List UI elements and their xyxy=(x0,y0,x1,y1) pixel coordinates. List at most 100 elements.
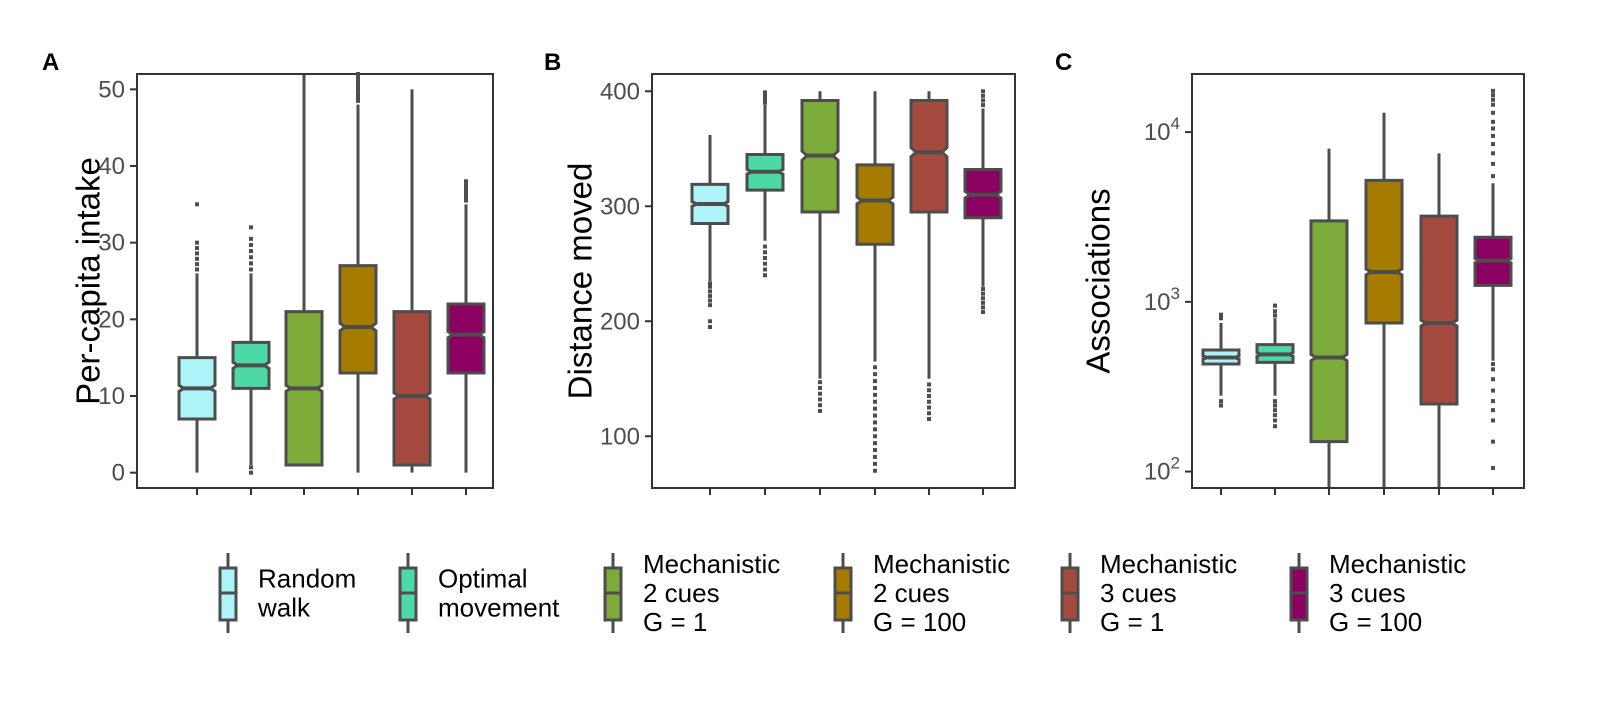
legend-label: 2 cues xyxy=(873,578,950,608)
y-tick-label: 104 xyxy=(1144,114,1180,146)
y-tick-label: 40 xyxy=(98,153,125,180)
box xyxy=(338,264,378,375)
panel-tag: B xyxy=(544,49,561,76)
outlier-point xyxy=(763,273,767,278)
outlier-point xyxy=(763,250,767,255)
outlier-point xyxy=(873,385,877,390)
boxplot-1 xyxy=(1201,312,1241,408)
legend-label: 3 cues xyxy=(1100,578,1177,608)
y-tick-label: 0 xyxy=(112,460,125,487)
outlier-point xyxy=(356,79,360,84)
y-tick-label: 400 xyxy=(600,78,640,105)
boxplot-3 xyxy=(284,75,324,467)
outlier-point xyxy=(927,388,931,393)
outlier-point xyxy=(249,225,253,230)
outlier-point xyxy=(981,300,985,305)
outlier-point xyxy=(708,284,712,289)
outlier-point xyxy=(464,198,468,203)
y-tick-label: 20 xyxy=(98,306,125,333)
outlier-point xyxy=(763,256,767,260)
outlier-point xyxy=(1491,161,1495,166)
outlier-point xyxy=(873,413,877,418)
outlier-point xyxy=(1491,418,1495,423)
outlier-point xyxy=(981,310,985,315)
panels: A Per-capita intake 0 10 20 30 40 50 B Distance m… xyxy=(42,49,1525,495)
boxplot-2 xyxy=(1255,303,1295,429)
outlier-point xyxy=(464,190,468,195)
legend-label: Mechanistic xyxy=(1100,549,1237,579)
outlier-point xyxy=(981,291,985,296)
outlier-point xyxy=(708,289,712,294)
outlier-point xyxy=(1273,408,1277,413)
outlier-point xyxy=(981,305,985,310)
box xyxy=(1309,219,1349,444)
outlier-point xyxy=(1491,465,1495,470)
outlier-point xyxy=(927,417,931,421)
outlier-point xyxy=(1491,93,1495,98)
box xyxy=(855,163,895,246)
outlier-point xyxy=(708,281,712,286)
y-tick-label: 10 xyxy=(98,383,125,410)
outlier-point xyxy=(873,399,877,404)
outlier-point xyxy=(763,97,767,102)
outlier-point xyxy=(1491,133,1495,138)
outlier-point xyxy=(249,267,253,272)
outlier-point xyxy=(1273,424,1277,429)
outlier-point xyxy=(249,249,253,254)
boxplot-4 xyxy=(338,72,378,473)
outlier-point xyxy=(1491,142,1495,147)
outlier-point xyxy=(356,75,360,80)
outlier-point xyxy=(763,90,767,95)
outlier-point xyxy=(1491,110,1495,115)
outlier-point xyxy=(249,255,253,260)
y-tick-label: 103 xyxy=(1144,284,1180,316)
outlier-point xyxy=(1273,313,1277,318)
outlier-point xyxy=(1491,97,1495,102)
legend-label: G = 100 xyxy=(1329,607,1422,637)
outlier-point xyxy=(356,87,360,92)
outlier-point xyxy=(356,95,360,99)
outlier-point xyxy=(708,303,712,308)
outlier-point xyxy=(818,403,822,408)
outlier-point xyxy=(464,183,468,188)
panel-tag: A xyxy=(42,49,59,76)
outlier-point xyxy=(1491,88,1495,93)
outlier-point xyxy=(249,465,253,470)
outlier-point xyxy=(1491,408,1495,413)
y-tick-label: 102 xyxy=(1144,454,1180,486)
outlier-point xyxy=(1491,151,1495,156)
box xyxy=(392,310,432,467)
outlier-point xyxy=(927,399,931,404)
boxplot-2 xyxy=(745,90,785,278)
outlier-point xyxy=(873,379,877,384)
outlier-point xyxy=(927,411,931,416)
legend-label: movement xyxy=(438,593,560,623)
boxplot-4 xyxy=(855,91,895,473)
outlier-point xyxy=(1491,102,1495,107)
outlier-point xyxy=(873,427,877,432)
outlier-point xyxy=(873,441,877,446)
boxplot-5 xyxy=(1419,153,1459,487)
outlier-point xyxy=(464,187,468,191)
legend-label: G = 1 xyxy=(1100,607,1164,637)
plot-frame xyxy=(136,73,494,489)
outlier-point xyxy=(818,391,822,396)
outlier-point xyxy=(1219,399,1223,404)
outlier-point xyxy=(818,408,822,413)
box xyxy=(909,98,949,214)
outlier-point xyxy=(873,448,877,453)
y-axis-title: Per-capita intake xyxy=(70,157,107,405)
outlier-point xyxy=(195,240,199,245)
outlier-point xyxy=(195,262,199,267)
boxplot-4 xyxy=(1364,112,1404,487)
outlier-point xyxy=(249,242,253,247)
outlier-point xyxy=(873,461,877,466)
panel-c: C Associations 102 103 104 xyxy=(1055,49,1525,495)
outlier-point xyxy=(873,468,877,473)
outlier-point xyxy=(927,405,931,410)
